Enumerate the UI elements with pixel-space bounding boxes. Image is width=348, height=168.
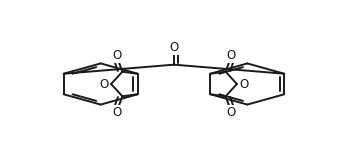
Text: O: O <box>112 106 122 119</box>
Text: O: O <box>240 77 249 91</box>
Text: O: O <box>226 49 236 62</box>
Text: O: O <box>169 41 179 54</box>
Text: O: O <box>226 106 236 119</box>
Text: O: O <box>99 77 108 91</box>
Text: O: O <box>112 49 122 62</box>
